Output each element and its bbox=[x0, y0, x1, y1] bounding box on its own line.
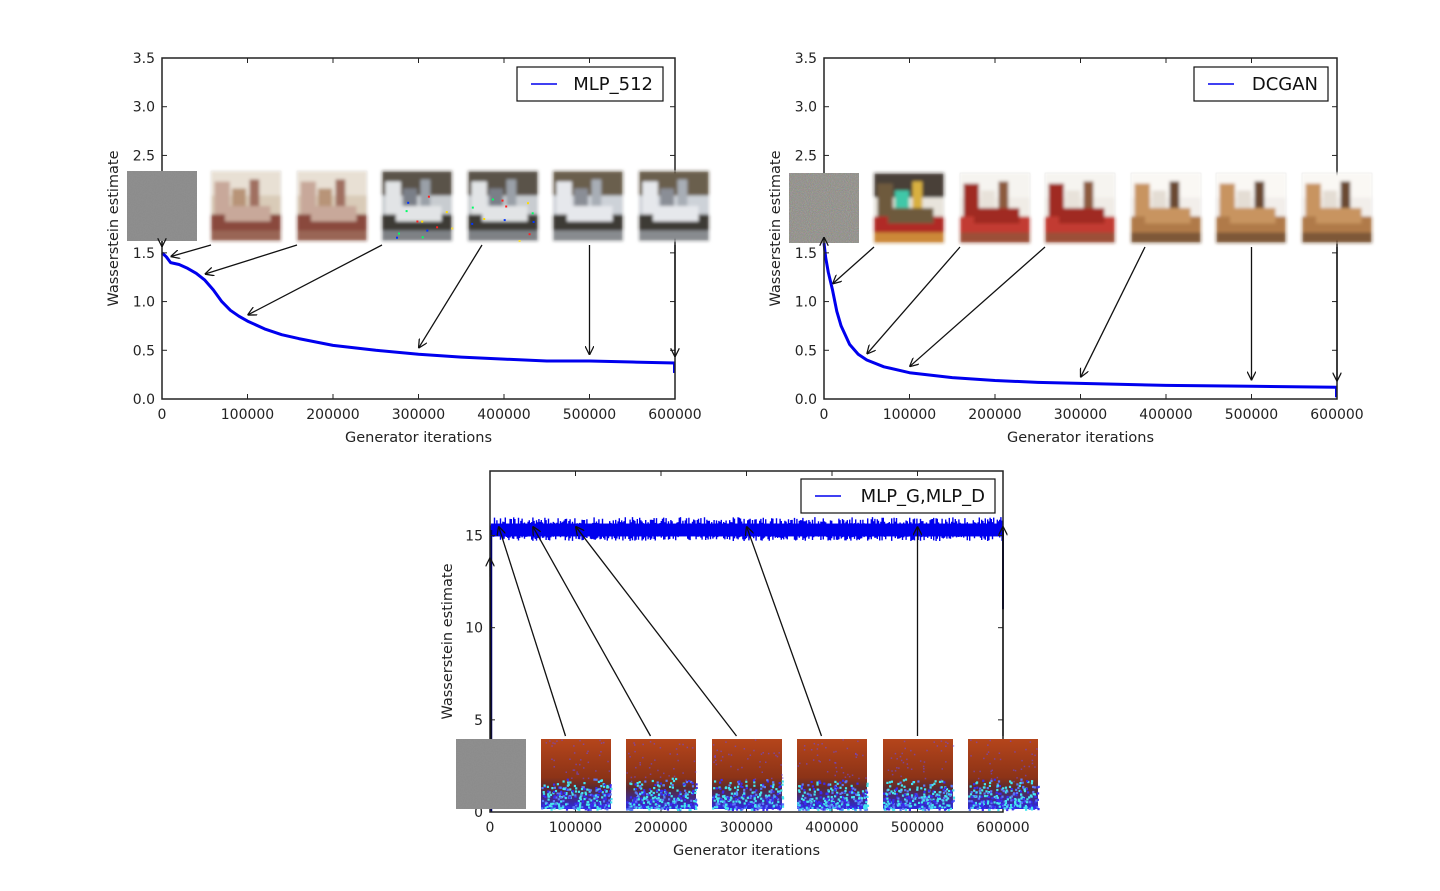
y-tick-label: 3.5 bbox=[795, 51, 817, 67]
y-tick-label: 15 bbox=[465, 529, 483, 545]
series-line bbox=[160, 251, 676, 373]
y-axis-label: Wasserstein estimate bbox=[106, 150, 122, 306]
y-tick-label: 0.5 bbox=[795, 343, 817, 359]
y-axis-label: Wasserstein estimate bbox=[768, 150, 784, 306]
y-tick-label: 3.5 bbox=[133, 51, 155, 67]
legend: MLP_512 bbox=[516, 66, 664, 102]
y-tick-label: 5 bbox=[474, 713, 483, 729]
y-tick-label: 1.5 bbox=[795, 246, 817, 262]
legend: MLP_G,MLP_D bbox=[800, 478, 996, 514]
y-axis-label: Wasserstein estimate bbox=[440, 563, 456, 719]
x-tick-label: 300000 bbox=[720, 820, 773, 836]
x-tick-label: 600000 bbox=[976, 820, 1029, 836]
y-tick-label: 0.0 bbox=[795, 392, 817, 408]
x-tick-label: 0 bbox=[486, 820, 495, 836]
annotation-arrows bbox=[490, 526, 1003, 740]
sample-thumbnail-noise-gray bbox=[456, 739, 526, 809]
sample-thumbnail-red-room bbox=[959, 172, 1031, 244]
x-axis-label: Generator iterations bbox=[673, 843, 820, 859]
y-tick-label: 10 bbox=[465, 621, 483, 637]
series-line bbox=[822, 242, 1338, 398]
sample-thumbnail-collapsed-red-blue bbox=[883, 739, 956, 812]
sample-thumbnail-blurry-teal-room bbox=[873, 172, 945, 244]
sample-thumbnail-collapsed-red-blue bbox=[712, 739, 785, 812]
annotation-arrows bbox=[162, 241, 675, 357]
x-tick-label: 100000 bbox=[221, 407, 274, 423]
sample-thumbnail-noise-color bbox=[789, 173, 859, 243]
legend: DCGAN bbox=[1193, 66, 1329, 102]
y-tick-label: 0.5 bbox=[133, 343, 155, 359]
y-tick-label: 1.0 bbox=[133, 295, 155, 311]
sample-thumbnail-bedroom-artifacts bbox=[381, 170, 454, 242]
x-tick-label: 500000 bbox=[1225, 407, 1278, 423]
x-tick-label: 500000 bbox=[891, 820, 944, 836]
sample-thumbnail-collapsed-red-blue bbox=[626, 739, 699, 812]
y-tick-label: 3.0 bbox=[795, 100, 817, 116]
legend-label: MLP_512 bbox=[573, 74, 653, 95]
x-tick-label: 0 bbox=[820, 407, 829, 423]
sample-thumbnail-wood-room bbox=[1301, 172, 1373, 244]
chart-mlpg_mlpd: 0 100000 200000 300000 400000 500000 600000 0 5 1… bbox=[440, 470, 1040, 859]
x-tick-label: 500000 bbox=[563, 407, 616, 423]
sample-thumbnails bbox=[456, 739, 1040, 812]
x-tick-label: 400000 bbox=[805, 820, 858, 836]
sample-thumbnail-bedroom bbox=[638, 170, 710, 242]
x-tick-label: 0 bbox=[158, 407, 167, 423]
chart-mlp512: 0 100000 200000 300000 400000 500000 600000 0.0… bbox=[106, 51, 710, 446]
x-tick-label: 100000 bbox=[549, 820, 602, 836]
x-tick-label: 600000 bbox=[1310, 407, 1363, 423]
y-tick-label: 0 bbox=[474, 805, 483, 821]
sample-thumbnail-bedroom-artifacts bbox=[467, 170, 539, 242]
sample-thumbnails bbox=[127, 170, 710, 242]
sample-thumbnail-collapsed-red-blue bbox=[541, 739, 613, 812]
chart-dcgan: 0 100000 200000 300000 400000 500000 600000 0.0… bbox=[768, 51, 1373, 446]
y-tick-label: 2.5 bbox=[133, 148, 155, 164]
x-tick-label: 100000 bbox=[883, 407, 936, 423]
legend-label: DCGAN bbox=[1252, 74, 1318, 95]
sample-thumbnail-collapsed-red-blue bbox=[797, 739, 870, 812]
y-tick-label: 3.0 bbox=[133, 100, 155, 116]
sample-thumbnail-collapsed-red-blue bbox=[968, 739, 1040, 812]
y-tick-label: 1.5 bbox=[133, 246, 155, 262]
sample-thumbnail-red-room bbox=[1044, 172, 1116, 244]
sample-thumbnail-blurry-bedroom bbox=[210, 170, 282, 242]
sample-thumbnails bbox=[789, 172, 1373, 244]
x-tick-label: 200000 bbox=[306, 407, 359, 423]
x-tick-label: 300000 bbox=[392, 407, 445, 423]
x-tick-label: 400000 bbox=[477, 407, 530, 423]
x-tick-label: 400000 bbox=[1139, 407, 1192, 423]
y-tick-label: 1.0 bbox=[795, 295, 817, 311]
x-tick-label: 300000 bbox=[1054, 407, 1107, 423]
x-axis-label: Generator iterations bbox=[345, 430, 492, 446]
x-tick-label: 200000 bbox=[634, 820, 687, 836]
y-tick-label: 2.5 bbox=[795, 148, 817, 164]
x-axis-label: Generator iterations bbox=[1007, 430, 1154, 446]
sample-thumbnail-blurry-bedroom bbox=[296, 170, 368, 242]
y-tick-label: 0.0 bbox=[133, 392, 155, 408]
annotation-arrows bbox=[824, 237, 1337, 382]
sample-thumbnail-wood-room bbox=[1130, 172, 1202, 244]
x-tick-label: 600000 bbox=[648, 407, 701, 423]
sample-thumbnail-bedroom bbox=[552, 170, 624, 242]
sample-thumbnail-noise-gray bbox=[127, 171, 197, 241]
legend-label: MLP_G,MLP_D bbox=[861, 486, 985, 507]
sample-thumbnail-wood-room bbox=[1215, 172, 1287, 244]
x-tick-label: 200000 bbox=[968, 407, 1021, 423]
